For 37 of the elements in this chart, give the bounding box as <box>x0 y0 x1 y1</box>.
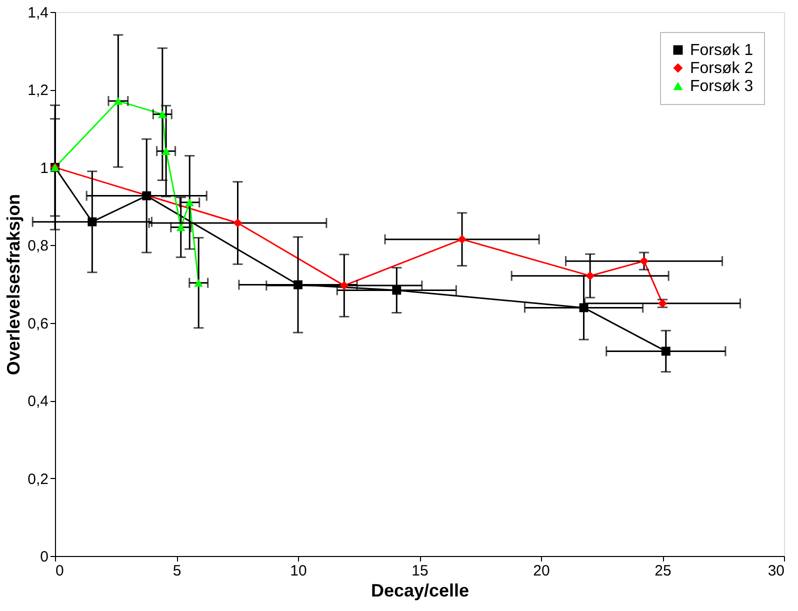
point <box>579 303 588 312</box>
y-tick-label: 0,4 <box>28 393 48 410</box>
point <box>586 271 595 280</box>
x-tick-label: 25 <box>654 562 672 580</box>
y-tick-label: 1,2 <box>28 82 48 100</box>
x-tick-label: 30 <box>768 562 784 580</box>
x-axis-title: Decay/celle <box>370 580 470 600</box>
point <box>194 278 204 287</box>
point <box>458 234 466 244</box>
x-tick-label: 5 <box>172 562 182 580</box>
point <box>640 256 649 266</box>
point <box>114 97 123 105</box>
point <box>661 346 670 356</box>
point <box>294 280 302 290</box>
point <box>392 286 402 295</box>
point <box>158 110 167 118</box>
x-tick-label: 20 <box>533 562 550 580</box>
legend-label: Forsøk 1 <box>690 42 754 59</box>
y-tick-label: 1,4 <box>28 4 48 22</box>
x-tick-label: 0 <box>56 562 64 580</box>
y-tick-label: 0,8 <box>28 238 48 255</box>
point <box>162 147 171 155</box>
point <box>340 281 349 290</box>
legend-label: Forsøk 2 <box>690 60 754 77</box>
legend-label: Forsøk 3 <box>690 78 754 95</box>
x-tick-label: 15 <box>412 562 428 580</box>
point <box>185 198 194 206</box>
point <box>233 218 242 228</box>
y-tick-label: 0 <box>40 548 48 566</box>
y-tick-label: 1 <box>40 160 48 177</box>
y-tick-label: 0,2 <box>28 470 48 488</box>
y-axis-title: Overlevelsesfraksjon <box>4 194 24 376</box>
point <box>176 223 186 232</box>
point <box>142 191 152 200</box>
point <box>88 217 97 226</box>
y-tick-label: 0,6 <box>28 315 48 332</box>
x-tick-label: 10 <box>290 562 307 580</box>
